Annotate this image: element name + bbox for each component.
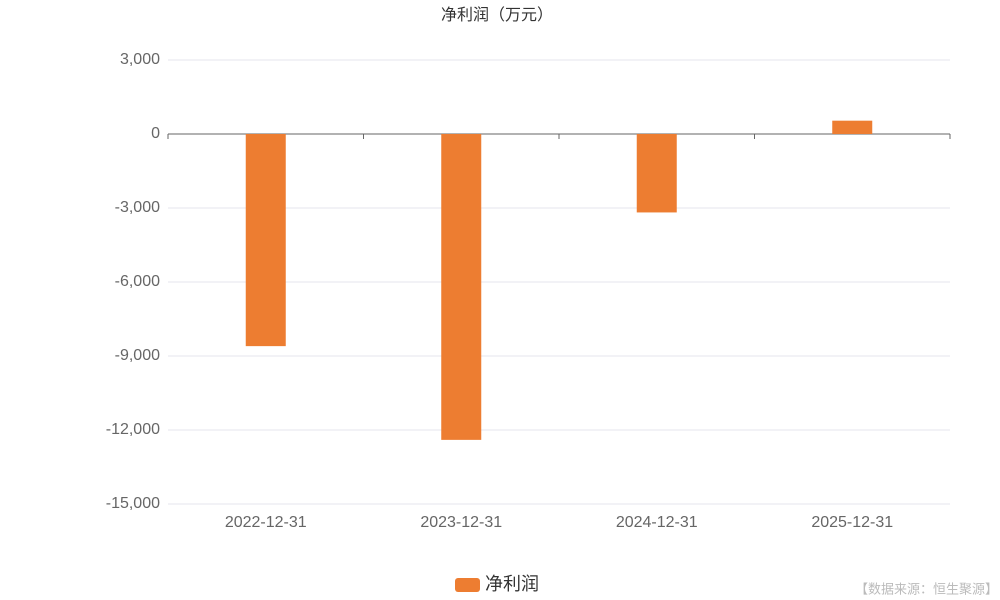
x-tick-label: 2024-12-31: [616, 514, 698, 531]
bar: [636, 134, 677, 213]
y-tick-label: -3,000: [115, 199, 160, 216]
y-tick-label: -15,000: [106, 495, 160, 512]
x-tick-label: 2025-12-31: [811, 514, 893, 531]
chart-title: 净利润（万元）: [441, 6, 553, 24]
y-tick-label: -9,000: [115, 347, 160, 364]
y-tick-label: 3,000: [120, 51, 160, 68]
legend-label: 净利润: [485, 574, 539, 594]
bar: [441, 134, 482, 440]
y-tick-label: 0: [151, 125, 160, 142]
x-tick-label: 2022-12-31: [225, 514, 307, 531]
source-note: 【数据来源：恒生聚源】: [855, 581, 998, 596]
y-tick-label: -6,000: [115, 273, 160, 290]
x-tick-label: 2023-12-31: [420, 514, 502, 531]
bar: [245, 134, 286, 347]
y-tick-label: -12,000: [106, 421, 160, 438]
bar: [832, 120, 873, 134]
legend-swatch: [455, 578, 480, 592]
